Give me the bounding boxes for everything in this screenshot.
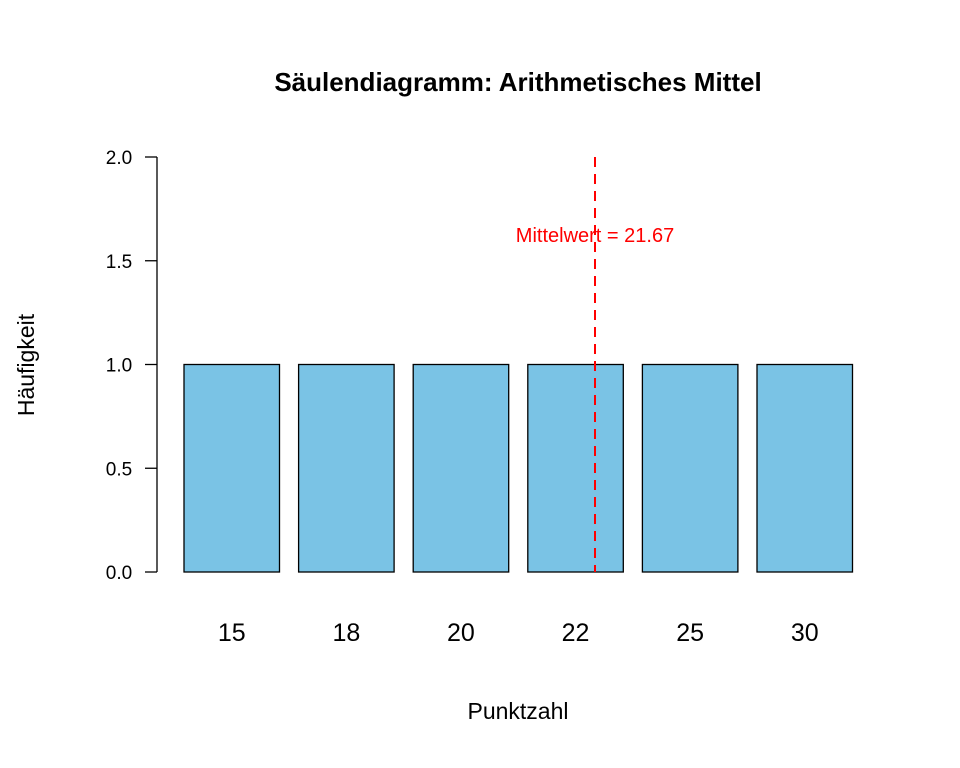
bar [183, 363, 281, 573]
x-tick-label: 20 [447, 619, 475, 647]
y-tick-label: 1.0 [106, 356, 132, 377]
bar [527, 363, 624, 573]
y-axis-label: Häufigkeit [13, 313, 39, 416]
bar [297, 363, 395, 573]
mean-marker: Mittelwert = 21.67 [516, 157, 674, 572]
y-tick-label: 1.5 [106, 252, 132, 273]
x-tick-label: 15 [218, 619, 246, 647]
x-tick-label: 22 [562, 619, 590, 647]
bar [641, 363, 739, 573]
y-axis: 0.0 0.5 1.0 1.5 2.0 [106, 148, 158, 584]
y-tick-label: 2.0 [106, 148, 132, 169]
x-axis-label: Punktzahl [467, 698, 568, 724]
x-tick-labels: 15 18 20 22 25 30 [218, 619, 819, 647]
bar [412, 363, 510, 573]
chart-title: Säulendiagramm: Arithmetisches Mittel [274, 67, 761, 97]
x-tick-label: 30 [791, 619, 819, 647]
x-tick-label: 25 [676, 619, 704, 647]
bar [756, 363, 854, 573]
bars [183, 363, 854, 573]
x-tick-label: 18 [332, 619, 360, 647]
y-tick-label: 0.5 [106, 459, 132, 480]
mean-label: Mittelwert = 21.67 [516, 225, 674, 247]
y-tick-label: 0.0 [106, 563, 132, 584]
